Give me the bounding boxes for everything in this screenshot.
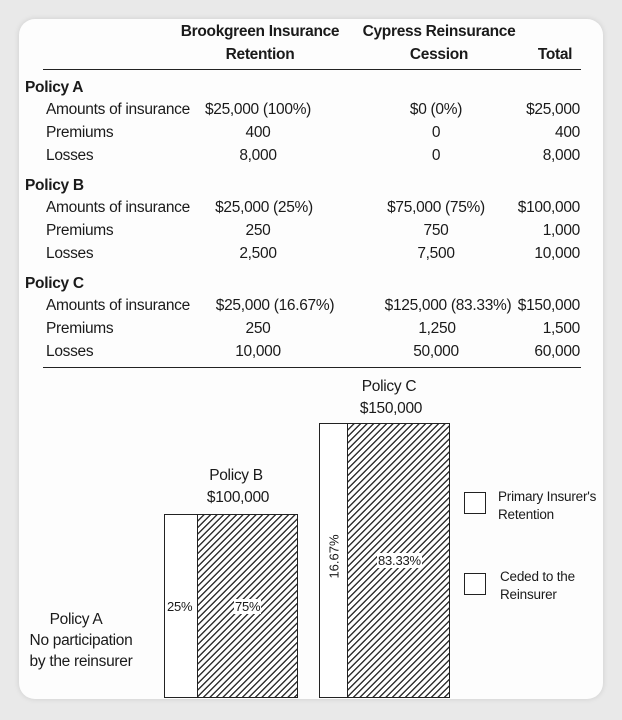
policy-a-losses-label: Losses bbox=[46, 147, 94, 164]
policy-b-amount-label: Amounts of insurance bbox=[46, 199, 190, 216]
header-brookgreen-line1: Brookgreen Insurance bbox=[180, 23, 340, 40]
policy-a-premiums-label: Premiums bbox=[46, 124, 114, 141]
policy-b-losses-total: 10,000 bbox=[534, 245, 580, 262]
policy-a-losses-retention: 8,000 bbox=[239, 147, 277, 164]
diagram-policy-a-note1: No participation bbox=[29, 632, 133, 649]
policy-c-retained-pct: 16.67% bbox=[326, 534, 342, 579]
policy-c-amount-label: Amounts of insurance bbox=[46, 297, 190, 314]
policy-c-amount-cession: $125,000 (83.33%) bbox=[384, 297, 512, 314]
policy-c-losses-cession: 50,000 bbox=[413, 343, 459, 360]
header-rule bbox=[43, 69, 581, 71]
policy-b-ceded-pct: 75% bbox=[234, 599, 262, 614]
policy-a-premiums-retention: 400 bbox=[245, 124, 271, 141]
policy-c-losses-label: Losses bbox=[46, 343, 94, 360]
diagram-policy-b-amount: $100,000 bbox=[206, 489, 270, 506]
policy-b-retained-pct: 25% bbox=[166, 599, 194, 614]
policy-a-premiums-total: 400 bbox=[555, 124, 580, 141]
legend-retention-line2: Retention bbox=[498, 507, 554, 522]
legend-ceded-line2: Reinsurer bbox=[500, 587, 557, 602]
legend-retention-line1: Primary Insurer's bbox=[498, 489, 597, 504]
header-total: Total bbox=[537, 46, 573, 63]
policy-a-amount-total: $25,000 bbox=[526, 101, 580, 118]
diagram-policy-c-amount: $150,000 bbox=[359, 400, 423, 417]
table-bottom-rule bbox=[43, 367, 581, 369]
policy-c-premiums-label: Premiums bbox=[46, 320, 114, 337]
policy-b-title: Policy B bbox=[25, 177, 84, 194]
policy-b-losses-cession: 7,500 bbox=[417, 245, 455, 262]
policy-b-amount-cession: $75,000 (75%) bbox=[387, 199, 485, 216]
legend-ceded-swatch bbox=[464, 573, 486, 595]
policy-a-premiums-cession: 0 bbox=[431, 124, 441, 141]
diagram-policy-b-title: Policy B bbox=[209, 467, 263, 484]
policy-c-ceded-pct: 83.33% bbox=[377, 553, 422, 568]
policy-c-retention-bar bbox=[319, 423, 349, 698]
policy-c-premiums-cession: 1,250 bbox=[418, 320, 456, 337]
policy-b-losses-retention: 2,500 bbox=[239, 245, 277, 262]
diagram-policy-a-title: Policy A bbox=[49, 611, 103, 628]
policy-a-amount-label: Amounts of insurance bbox=[46, 101, 190, 118]
legend-retention-swatch bbox=[464, 492, 486, 514]
diagram-policy-a-note2: by the reinsurer bbox=[29, 653, 133, 670]
policy-b-premiums-retention: 250 bbox=[245, 222, 271, 239]
diagram-policy-c-title: Policy C bbox=[361, 378, 417, 395]
policy-a-amount-retention: $25,000 (100%) bbox=[204, 101, 312, 118]
policy-b-amount-retention: $25,000 (25%) bbox=[215, 199, 313, 216]
policy-c-title: Policy C bbox=[25, 275, 84, 292]
policy-c-premiums-retention: 250 bbox=[245, 320, 271, 337]
policy-a-losses-cession: 0 bbox=[431, 147, 441, 164]
policy-b-premiums-label: Premiums bbox=[46, 222, 114, 239]
policy-c-premiums-total: 1,500 bbox=[542, 320, 581, 337]
header-cypress-line2: Cession bbox=[409, 46, 469, 63]
policy-c-amount-retention: $25,000 (16.67%) bbox=[215, 297, 335, 314]
policy-b-premiums-total: 1,000 bbox=[542, 222, 581, 239]
policy-c-amount-total: $150,000 bbox=[517, 297, 581, 314]
policy-b-premiums-cession: 750 bbox=[423, 222, 449, 239]
policy-a-amount-cession: $0 (0%) bbox=[409, 101, 463, 118]
header-cypress-line1: Cypress Reinsurance bbox=[362, 23, 516, 40]
header-brookgreen-line2: Retention bbox=[225, 46, 295, 63]
legend-ceded-line1: Ceded to the bbox=[500, 569, 575, 584]
policy-a-title: Policy A bbox=[25, 79, 84, 96]
policy-c-losses-total: 60,000 bbox=[534, 343, 580, 360]
policy-b-losses-label: Losses bbox=[46, 245, 94, 262]
policy-c-losses-retention: 10,000 bbox=[235, 343, 281, 360]
policy-a-losses-total: 8,000 bbox=[542, 147, 581, 164]
policy-b-amount-total: $100,000 bbox=[517, 199, 581, 216]
reinsurance-example-card: Brookgreen Insurance Retention Cypress R… bbox=[19, 19, 603, 699]
